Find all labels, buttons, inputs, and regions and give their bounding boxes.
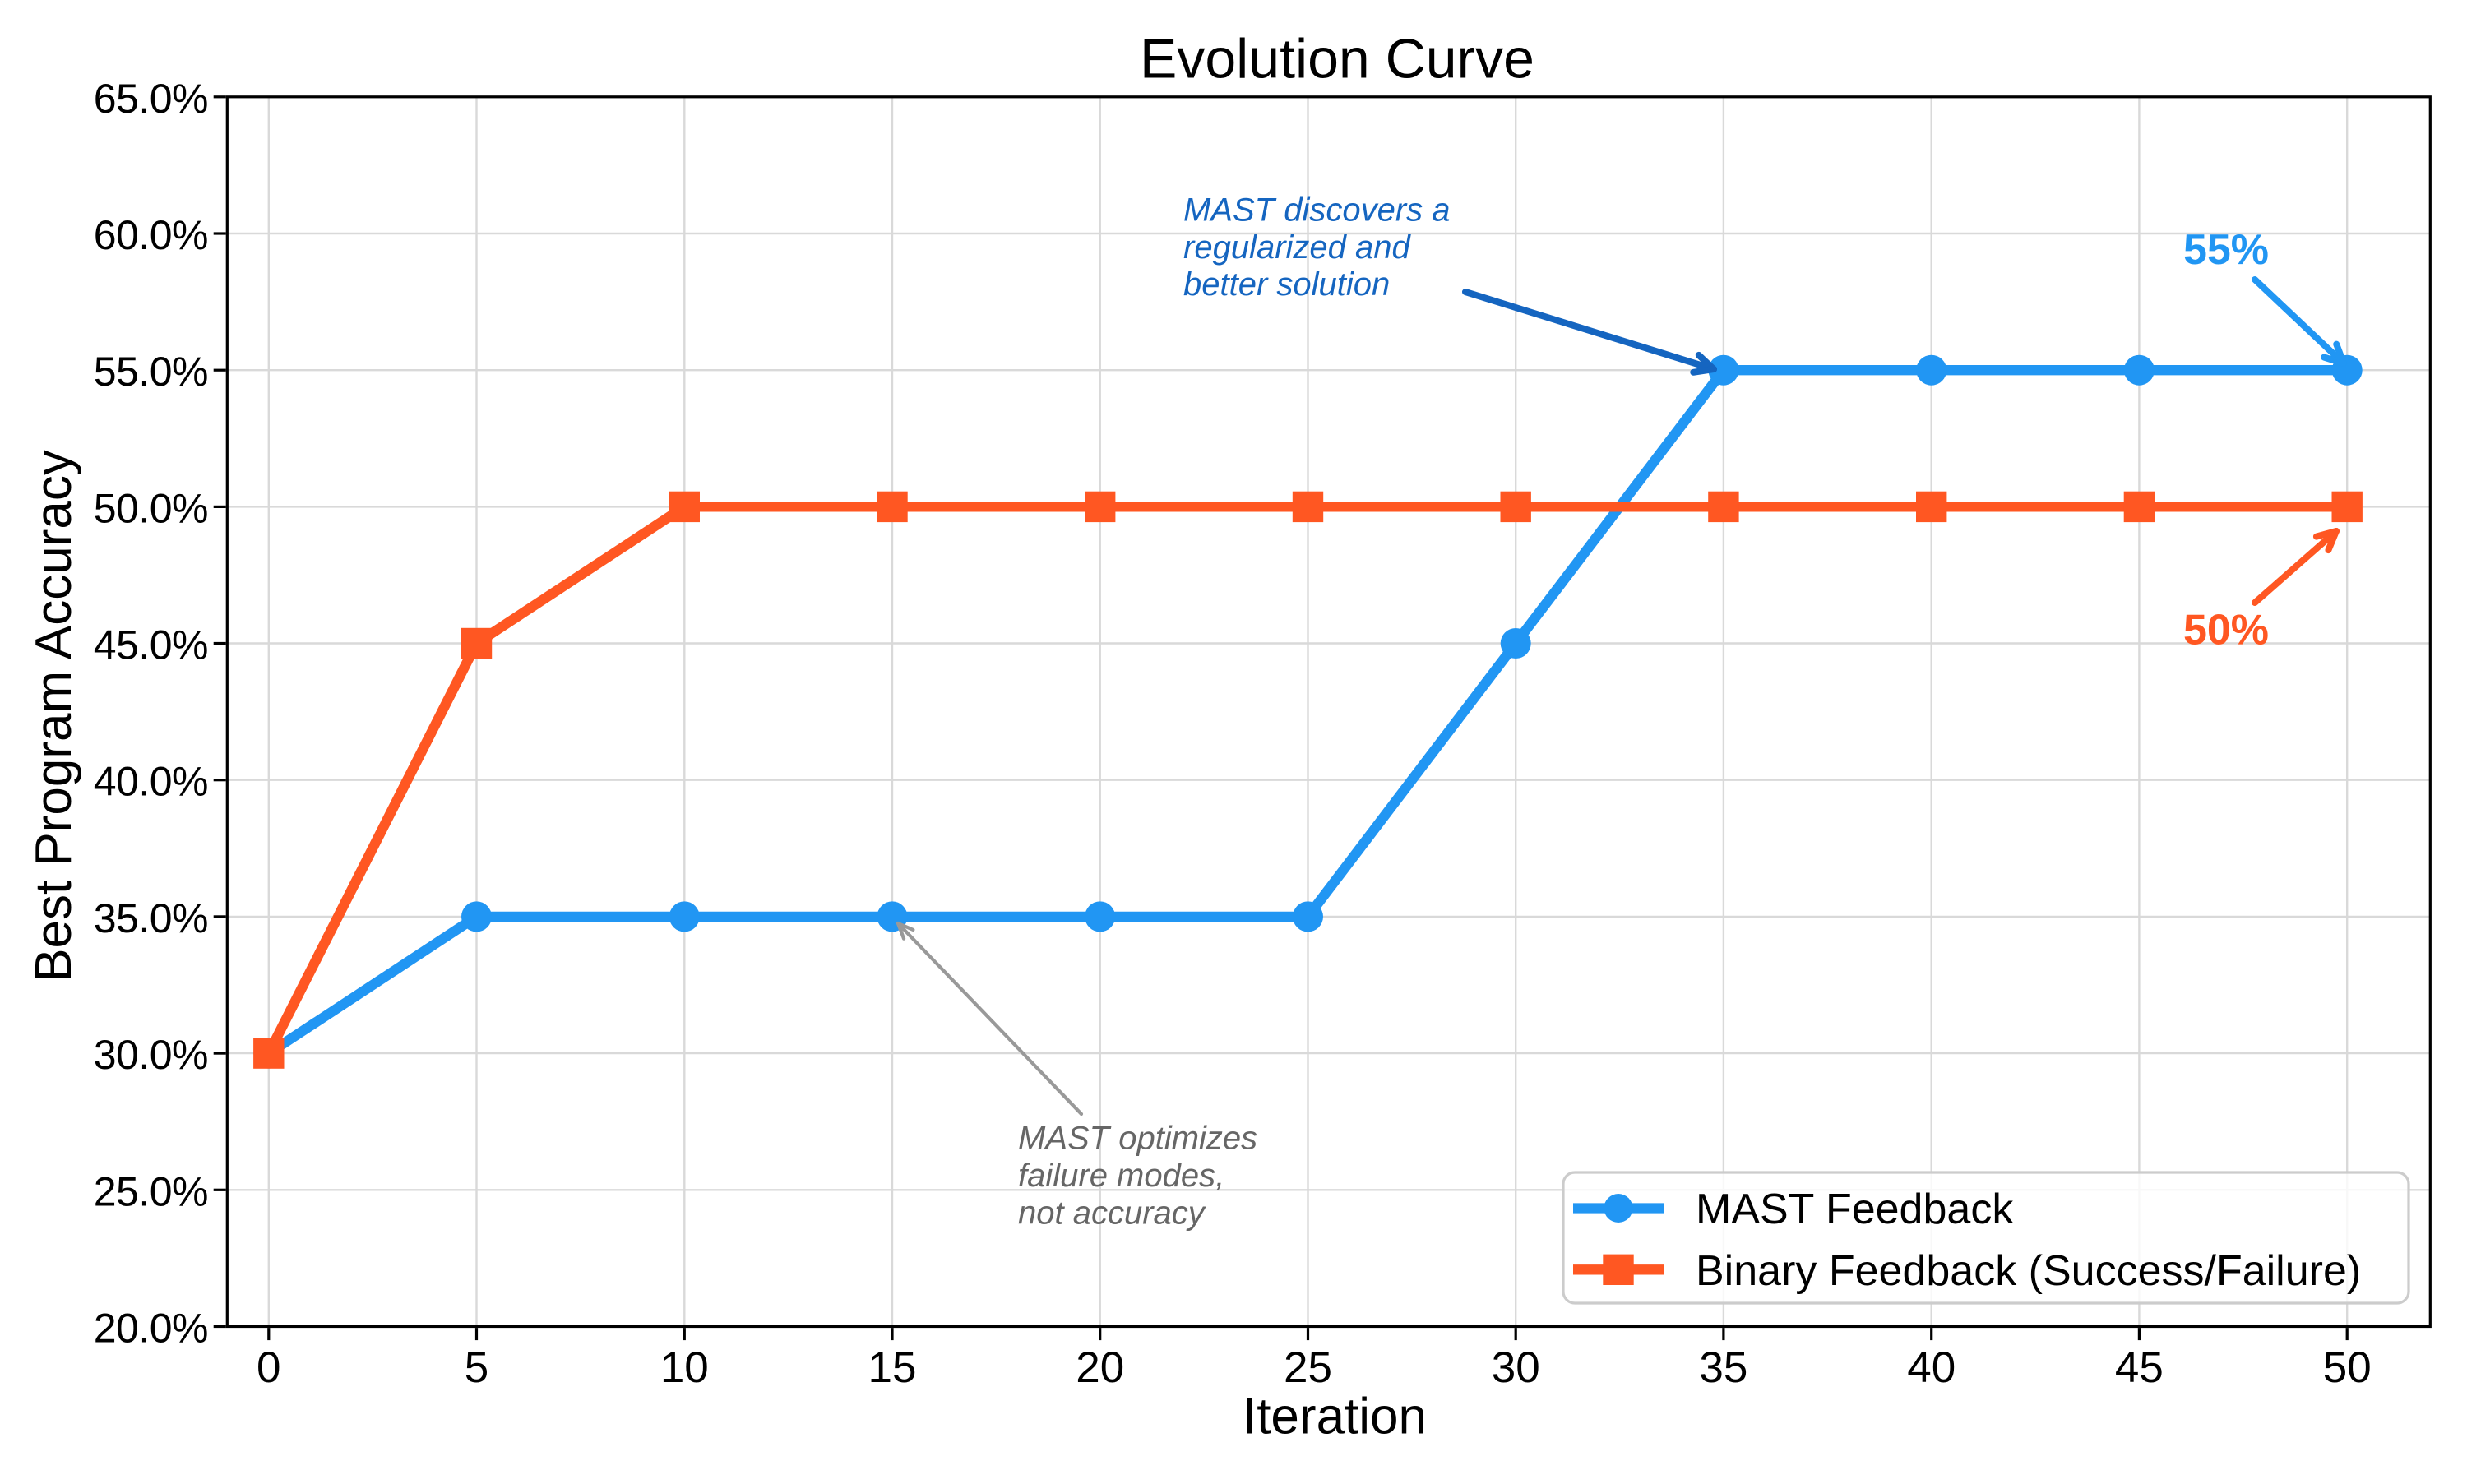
svg-text:regularized and: regularized and (1183, 229, 1411, 266)
svg-text:50: 50 (2323, 1343, 2372, 1392)
svg-text:MAST Feedback: MAST Feedback (1696, 1186, 2014, 1233)
svg-text:30.0%: 30.0% (94, 1032, 208, 1078)
svg-text:25.0%: 25.0% (94, 1168, 208, 1214)
svg-text:55%: 55% (2183, 226, 2269, 274)
svg-text:5: 5 (465, 1343, 488, 1392)
svg-text:MAST discovers a: MAST discovers a (1183, 192, 1451, 229)
svg-text:25: 25 (1284, 1343, 1332, 1392)
svg-text:Evolution Curve: Evolution Curve (1140, 27, 1534, 90)
svg-text:35.0%: 35.0% (94, 895, 208, 941)
svg-text:0: 0 (257, 1343, 280, 1392)
svg-text:60.0%: 60.0% (94, 212, 208, 258)
svg-text:20.0%: 20.0% (94, 1306, 208, 1352)
svg-text:10: 10 (660, 1343, 709, 1392)
svg-text:45.0%: 45.0% (94, 622, 208, 668)
svg-text:35: 35 (1699, 1343, 1747, 1392)
svg-text:65.0%: 65.0% (94, 76, 208, 122)
svg-text:30: 30 (1492, 1343, 1540, 1392)
svg-text:Best Program Accuracy: Best Program Accuracy (25, 450, 82, 982)
svg-text:15: 15 (868, 1343, 917, 1392)
svg-text:50.0%: 50.0% (94, 485, 208, 531)
svg-text:55.0%: 55.0% (94, 349, 208, 395)
svg-text:not accuracy: not accuracy (1018, 1195, 1207, 1231)
svg-text:40: 40 (1907, 1343, 1956, 1392)
svg-text:Binary Feedback (Success/Failu: Binary Feedback (Success/Failure) (1696, 1247, 2361, 1295)
svg-text:failure modes,: failure modes, (1018, 1158, 1224, 1194)
svg-text:better solution: better solution (1183, 266, 1390, 303)
svg-text:MAST optimizes: MAST optimizes (1018, 1121, 1257, 1157)
svg-text:45: 45 (2115, 1343, 2164, 1392)
svg-text:Iteration: Iteration (1243, 1389, 1427, 1445)
svg-text:40.0%: 40.0% (94, 759, 208, 805)
svg-text:50%: 50% (2183, 607, 2269, 654)
svg-text:20: 20 (1076, 1343, 1124, 1392)
